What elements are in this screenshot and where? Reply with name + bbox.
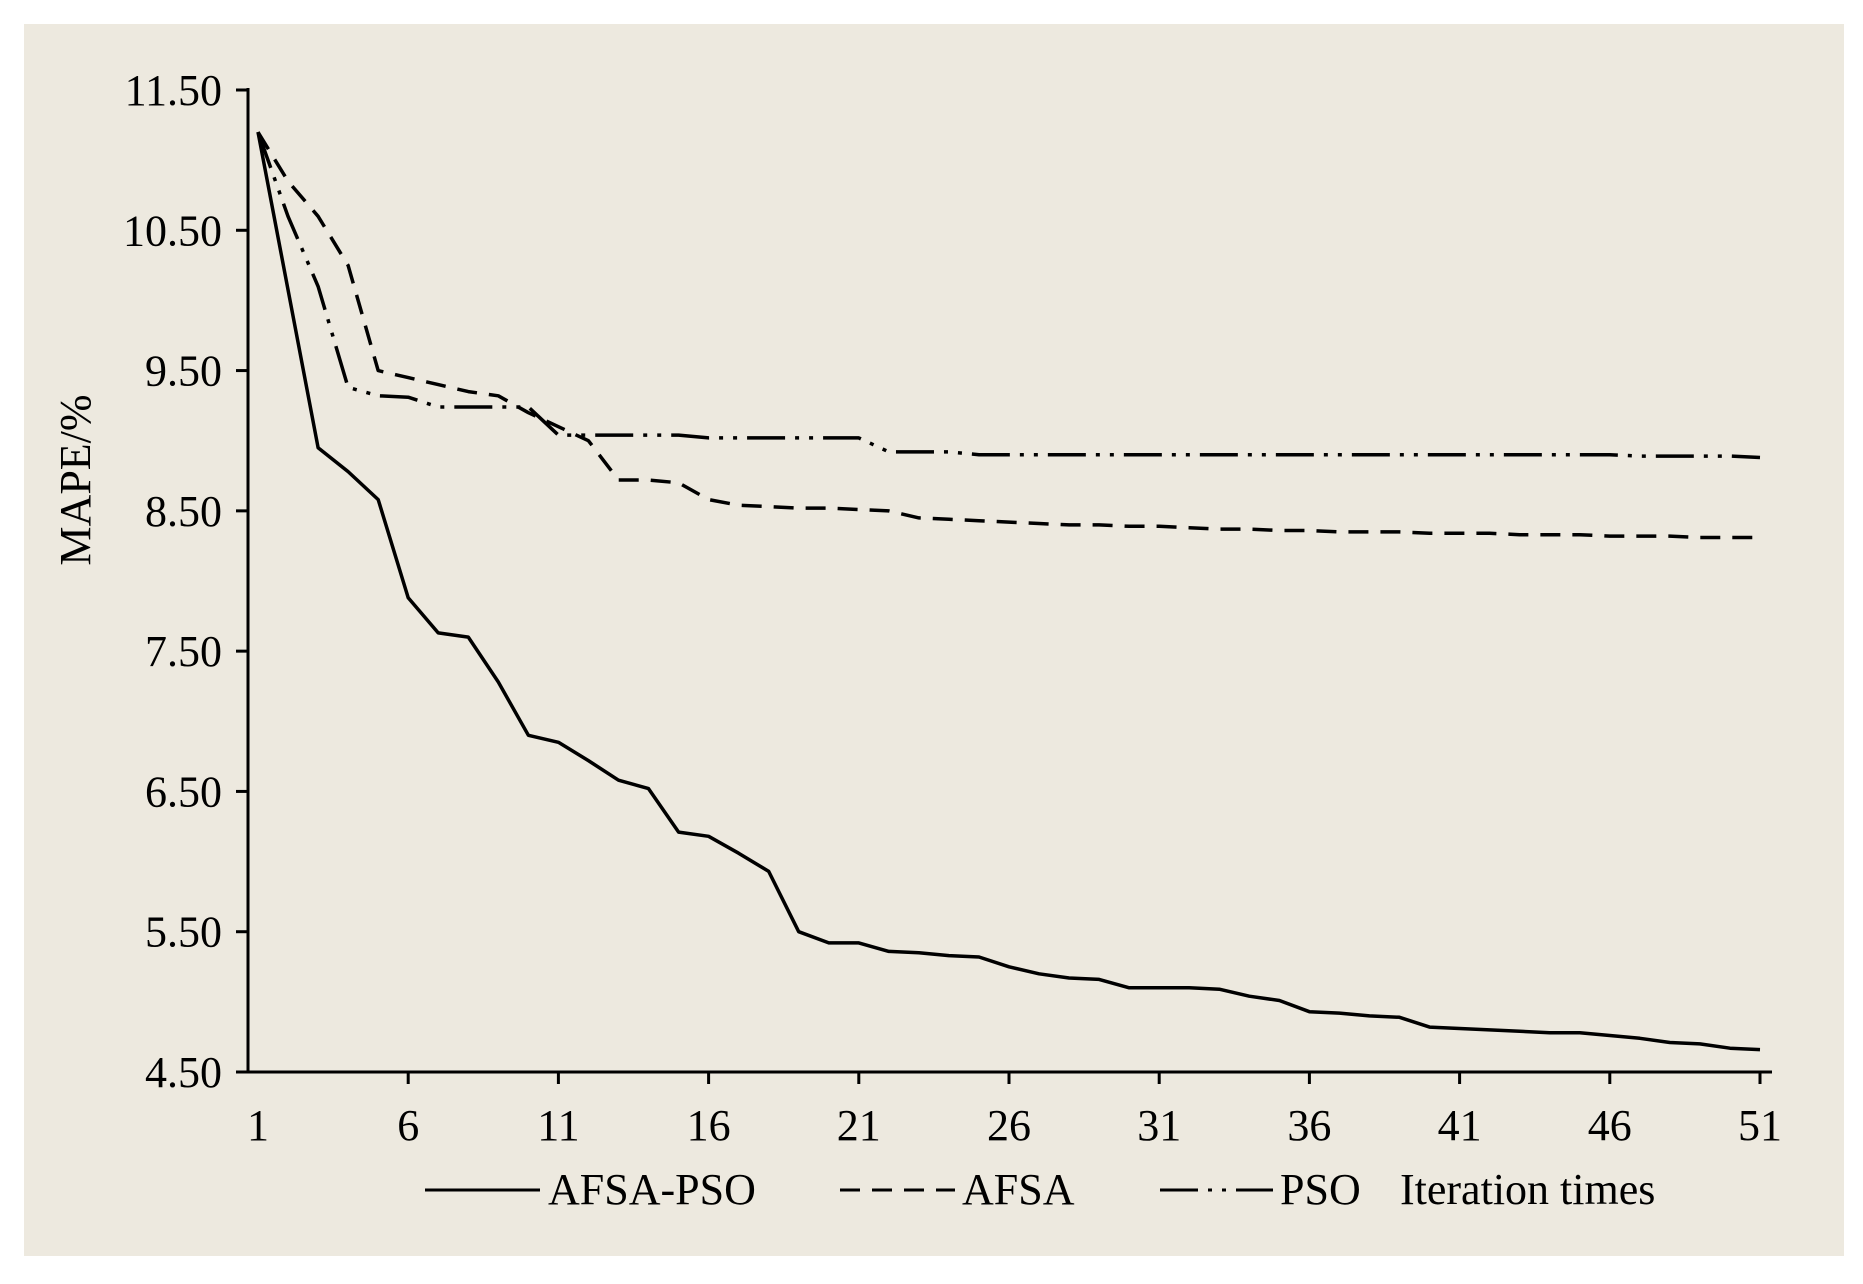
y-tick-label: 11.50 (125, 66, 222, 115)
x-tick-label: 41 (1438, 1101, 1482, 1150)
y-tick-label: 6.50 (145, 767, 222, 816)
x-tick-label: 36 (1287, 1101, 1331, 1150)
x-tick-label: 1 (247, 1101, 269, 1150)
series-lines (256, 131, 1761, 1052)
x-tick-label: 46 (1588, 1101, 1632, 1150)
legend-label-afsa-pso: AFSA-PSO (548, 1165, 756, 1214)
x-tick-label: 11 (537, 1101, 579, 1150)
y-tick-label: 9.50 (145, 347, 222, 396)
y-ticks: 4.50 5.50 6.50 7.50 8.50 9.50 10.50 11.50 (123, 66, 248, 1097)
x-tick-label: 31 (1137, 1101, 1181, 1150)
y-tick-label: 4.50 (145, 1048, 222, 1097)
x-tick-label: 26 (987, 1101, 1031, 1150)
series-line-afsa (256, 131, 1760, 540)
series-line-pso (256, 131, 1761, 460)
y-tick-label: 7.50 (145, 627, 222, 676)
x-ticks: 1 6 11 16 21 26 31 36 41 46 51 (247, 1072, 1782, 1150)
y-tick-label: 10.50 (123, 206, 222, 255)
legend: AFSA-PSO AFSA PSO Iteration times (425, 1165, 1655, 1214)
y-tick-label: 8.50 (145, 487, 222, 536)
x-tick-label: 21 (837, 1101, 881, 1150)
x-tick-label: 6 (397, 1101, 419, 1150)
y-axis-title: MAPE/% (51, 394, 100, 565)
x-tick-label: 16 (687, 1101, 731, 1150)
y-tick-label: 5.50 (145, 908, 222, 957)
x-axis-title: Iteration times (1400, 1165, 1655, 1214)
chart-background (24, 24, 1844, 1256)
series-line-afsa-pso (256, 131, 1761, 1052)
legend-label-pso: PSO (1280, 1165, 1361, 1214)
legend-label-afsa: AFSA (962, 1165, 1075, 1214)
x-tick-label: 51 (1738, 1101, 1782, 1150)
